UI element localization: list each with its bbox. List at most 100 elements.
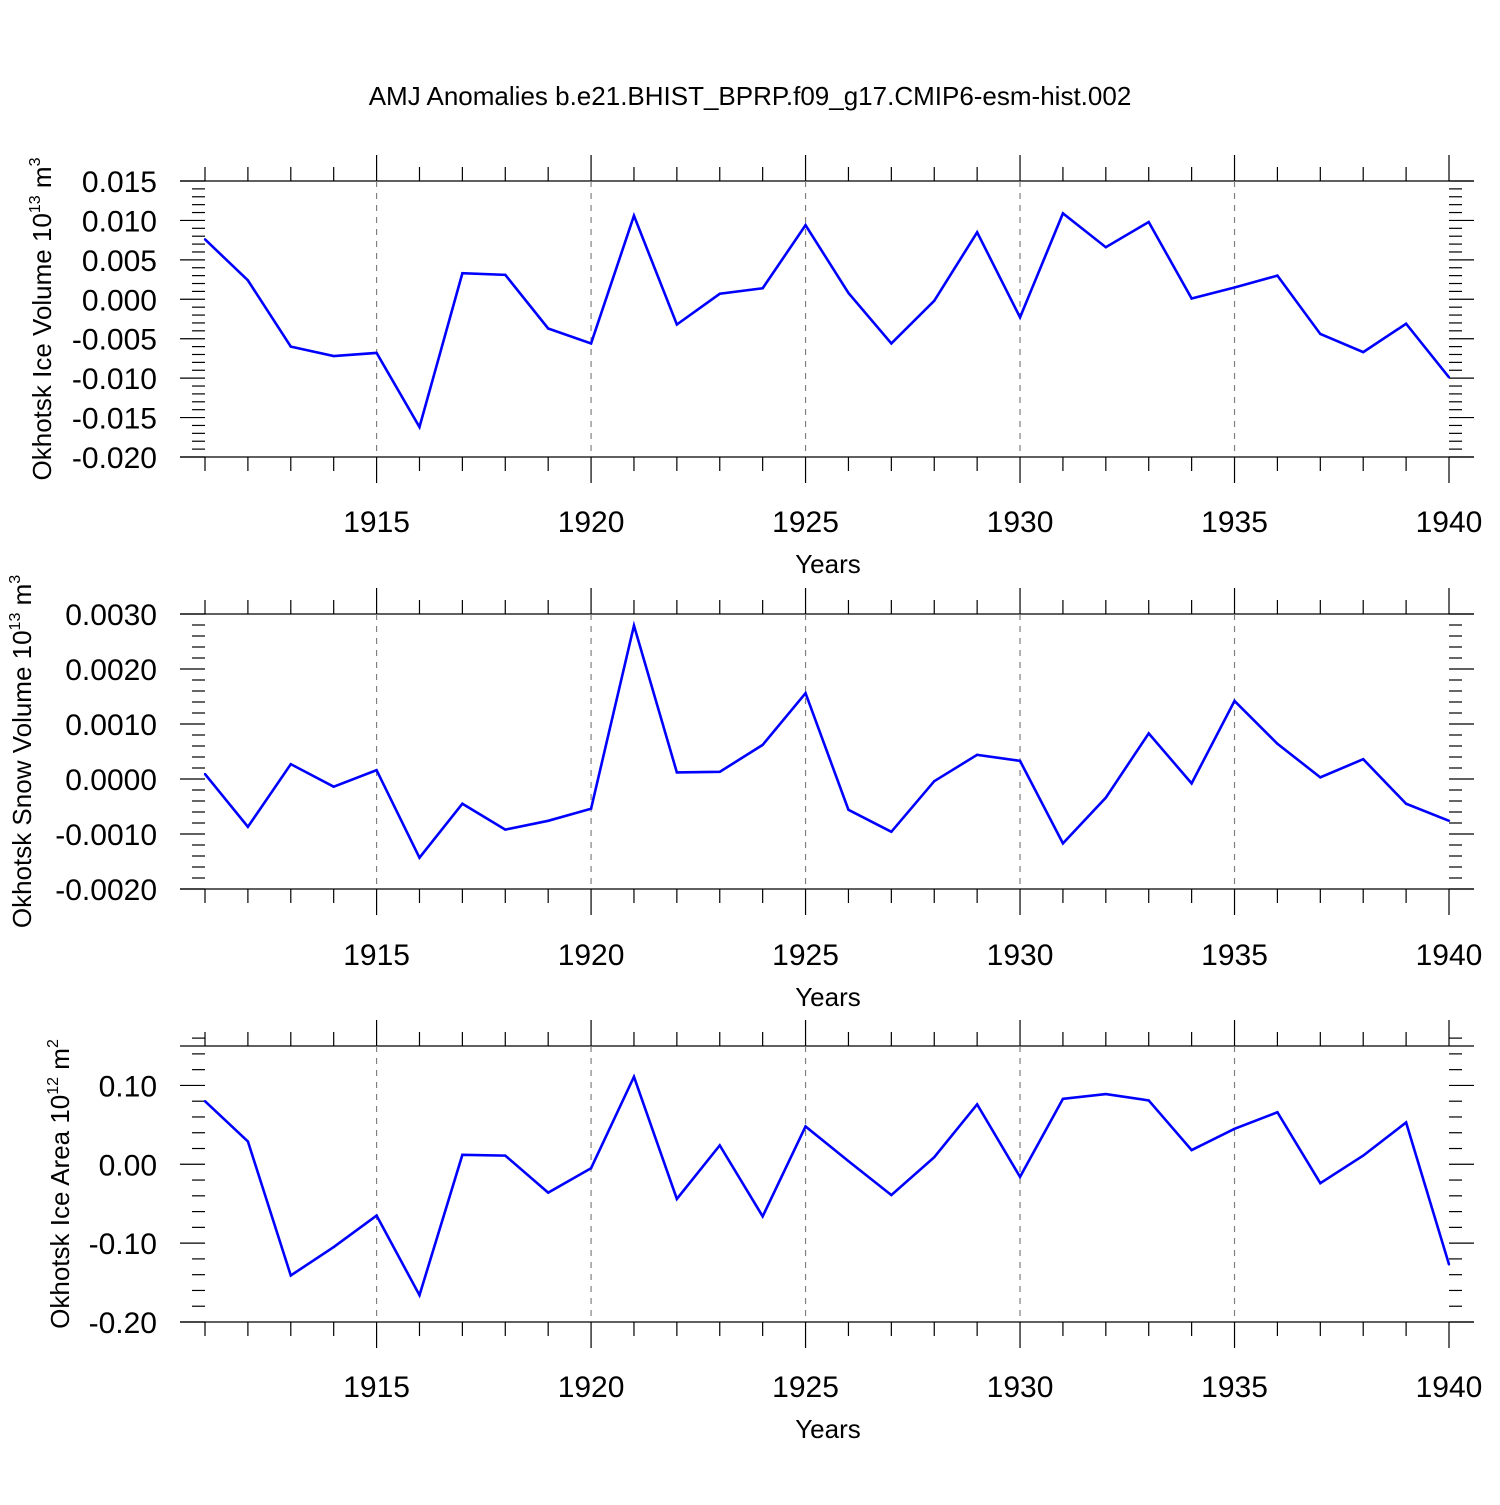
data-point [804, 223, 807, 227]
data-point [1233, 699, 1236, 703]
data-point [1190, 1148, 1193, 1152]
data-point [461, 802, 464, 805]
y-axis-title-unit: m [45, 1048, 75, 1077]
panel-ice-area: 0.10 0.00 -0.10 -0.20 1915 1920 1925 1930 1935 19… [45, 1020, 1482, 1444]
series-line-ice-area [204, 1073, 1451, 1299]
y-axis-title-unit-exponent: 3 [27, 157, 44, 166]
data-point [933, 1155, 936, 1159]
data-point [1276, 1111, 1279, 1114]
data-point [632, 624, 636, 627]
data-point [332, 354, 335, 358]
data-point [890, 342, 893, 345]
x-tick-label: 1935 [1201, 939, 1268, 972]
data-point [933, 780, 936, 783]
x-tick-label: 1920 [558, 506, 625, 539]
x-tick-label: 1930 [987, 506, 1054, 539]
data-point [332, 1245, 335, 1249]
data-point [289, 345, 292, 348]
y-axis-title: Okhotsk Snow Volume 1013 m3 [7, 575, 37, 928]
data-point [1061, 1097, 1065, 1101]
data-point [1404, 802, 1408, 805]
series-line-ice-volume [204, 211, 1451, 431]
x-tick-label: 1940 [1416, 939, 1483, 972]
y-tick-label: -0.010 [72, 363, 157, 396]
y-tick-label: 0.10 [99, 1070, 157, 1103]
y-tick-label: 0.0010 [65, 709, 157, 742]
data-point [504, 1154, 507, 1157]
data-point [1447, 819, 1451, 822]
data-point [1061, 212, 1065, 215]
data-point [546, 327, 550, 330]
y-tick-label: -0.020 [72, 442, 157, 475]
data-point [504, 273, 507, 277]
data-point [332, 785, 335, 788]
data-point [761, 743, 764, 747]
y-axis-title-exponent: 13 [27, 195, 44, 213]
data-point [1190, 782, 1193, 785]
data-point [589, 807, 593, 810]
data-point [546, 819, 550, 822]
data-point [418, 425, 421, 429]
data-point [1061, 842, 1065, 845]
data-point [847, 291, 850, 295]
data-point [1362, 350, 1365, 354]
data-point [1147, 1099, 1150, 1102]
data-point [1404, 1121, 1408, 1124]
x-tick-label: 1935 [1201, 1371, 1268, 1404]
y-tick-label: -0.0020 [55, 874, 157, 907]
data-point [1104, 1092, 1108, 1096]
x-tick-label: 1930 [987, 1371, 1054, 1404]
y-axis-title-text: Okhotsk Ice Volume 10 [27, 213, 57, 480]
y-axis-title-unit: m [27, 166, 57, 195]
data-point [1276, 274, 1279, 277]
data-point [1233, 1127, 1236, 1131]
data-point [761, 287, 764, 290]
data-point [718, 770, 721, 774]
x-tick-label: 1940 [1416, 506, 1483, 539]
x-tick-label: 1915 [343, 939, 410, 972]
data-point [461, 272, 464, 275]
data-point [675, 323, 679, 326]
y-tick-label: -0.10 [89, 1228, 157, 1261]
data-point [546, 1191, 550, 1194]
data-point [1362, 1154, 1365, 1157]
data-point [804, 1125, 807, 1128]
panel-snow-volume: 0.0030 0.0020 0.0010 0.0000 -0.0010 -0.0020 19… [7, 575, 1482, 1012]
data-point [975, 1103, 979, 1106]
series-line-snow-volume [203, 620, 1450, 861]
data-point [461, 1153, 464, 1157]
x-tick-label: 1940 [1416, 1371, 1483, 1404]
data-point [1147, 220, 1150, 224]
y-axis-title-exponent: 13 [7, 613, 24, 631]
y-axis-title-unit: m [7, 584, 37, 613]
x-axis-title: Years [795, 1414, 861, 1444]
data-point [890, 1193, 893, 1197]
data-point [1104, 246, 1108, 249]
panel-ice-volume: 0.015 0.010 0.005 0.000 -0.005 -0.010 -0.015 -0… [27, 155, 1482, 579]
data-point [1319, 776, 1322, 779]
data-point [1276, 742, 1279, 745]
data-point [675, 771, 679, 774]
data-point [847, 1159, 850, 1163]
x-tick-label: 1930 [987, 939, 1054, 972]
data-point [375, 769, 378, 772]
data-point [246, 1140, 250, 1143]
data-point [375, 1214, 378, 1217]
x-tick-label: 1915 [343, 1371, 410, 1404]
y-axis-title-unit-exponent: 3 [7, 575, 24, 584]
y-tick-label: -0.015 [72, 403, 157, 436]
y-tick-label: 0.0020 [65, 654, 157, 687]
data-point [418, 1293, 421, 1297]
data-point [632, 214, 636, 217]
data-point [1104, 796, 1108, 799]
y-tick-label: 0.005 [82, 245, 157, 278]
data-point [589, 1167, 593, 1170]
x-tick-label: 1920 [558, 1371, 625, 1404]
y-tick-label: -0.005 [72, 324, 157, 357]
y-tick-label: -0.20 [89, 1307, 157, 1340]
data-point [933, 299, 936, 303]
data-point [246, 279, 250, 282]
data-point [289, 1274, 292, 1277]
data-point [1447, 1263, 1451, 1266]
